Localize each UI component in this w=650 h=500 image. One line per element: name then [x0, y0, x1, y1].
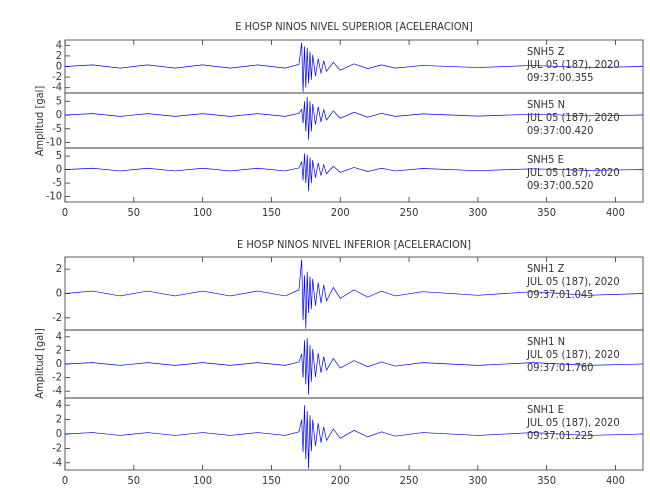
chart-title: E HOSP NINOS NIVEL SUPERIOR [ACELERACION… — [235, 20, 473, 33]
station-label: SNH1 Z — [527, 262, 565, 275]
x-tick-label: 150 — [262, 474, 281, 487]
y-axis-label: Amplitud [gal] — [33, 328, 46, 399]
x-tick-label: 250 — [400, 474, 419, 487]
x-tick-label: 200 — [331, 206, 350, 219]
waveform — [64, 97, 644, 140]
date-label: JUL 05 (187), 2020 — [526, 166, 620, 179]
waveform — [64, 153, 644, 192]
x-tick-label: 400 — [606, 474, 625, 487]
waveform — [64, 338, 644, 395]
y-tick-label: 4 — [56, 398, 62, 411]
date-label: JUL 05 (187), 2020 — [526, 275, 620, 288]
chart-title: E HOSP NINOS NIVEL INFERIOR [ACELERACION… — [237, 238, 471, 251]
y-tick-label: -10 — [46, 190, 62, 203]
y-axis-label: Amplitud [gal] — [33, 86, 46, 157]
y-tick-label: -5 — [52, 176, 62, 189]
x-tick-label: 350 — [537, 206, 556, 219]
station-label: SNH1 E — [527, 403, 564, 416]
y-tick-label: -2 — [52, 371, 62, 384]
y-tick-label: -5 — [52, 122, 62, 135]
x-tick-label: 50 — [128, 474, 141, 487]
time-label: 09:37:00.520 — [527, 179, 593, 192]
x-tick-label: 100 — [193, 474, 212, 487]
x-tick-label: 100 — [193, 206, 212, 219]
x-tick-label: 50 — [128, 206, 141, 219]
x-tick-label: 250 — [400, 206, 419, 219]
y-tick-label: -10 — [46, 136, 62, 149]
time-label: 09:37:01.045 — [527, 288, 593, 301]
x-tick-label: 400 — [606, 206, 625, 219]
y-tick-label: 0 — [56, 427, 62, 440]
station-label: SNH5 N — [527, 98, 565, 111]
station-label: SNH5 E — [527, 153, 564, 166]
y-tick-label: 4 — [56, 330, 62, 343]
y-tick-label: -4 — [52, 456, 62, 469]
waveform — [64, 42, 644, 92]
x-tick-label: 300 — [468, 206, 487, 219]
time-label: 09:37:01.225 — [527, 429, 593, 442]
y-tick-label: 5 — [56, 149, 62, 162]
y-tick-label: 4 — [56, 38, 62, 51]
time-label: 09:37:01.760 — [527, 361, 593, 374]
y-tick-label: 2 — [56, 49, 62, 62]
x-tick-label: 0 — [62, 474, 68, 487]
x-tick-label: 350 — [537, 474, 556, 487]
date-label: JUL 05 (187), 2020 — [526, 416, 620, 429]
y-tick-label: 2 — [56, 343, 62, 356]
panel-frame — [64, 147, 644, 203]
x-tick-label: 300 — [468, 474, 487, 487]
y-tick-label: 0 — [56, 60, 62, 73]
x-tick-label: 150 — [262, 206, 281, 219]
time-label: 09:37:00.420 — [527, 124, 593, 137]
y-tick-label: 2 — [56, 262, 62, 275]
y-tick-label: -4 — [52, 81, 62, 94]
date-label: JUL 05 (187), 2020 — [526, 348, 620, 361]
date-label: JUL 05 (187), 2020 — [526, 111, 620, 124]
waveform — [64, 405, 644, 469]
station-label: SNH1 N — [527, 335, 565, 348]
y-tick-label: 2 — [56, 413, 62, 426]
y-tick-label: -2 — [52, 441, 62, 454]
y-tick-label: -2 — [52, 70, 62, 83]
waveform — [64, 259, 644, 329]
date-label: JUL 05 (187), 2020 — [526, 58, 620, 71]
x-tick-label: 0 — [62, 206, 68, 219]
y-tick-label: -4 — [52, 384, 62, 397]
y-tick-label: 5 — [56, 94, 62, 107]
y-tick-label: 0 — [56, 163, 62, 176]
y-tick-label: 0 — [56, 357, 62, 370]
y-tick-label: 0 — [56, 287, 62, 300]
time-label: 09:37:00.355 — [527, 71, 593, 84]
station-label: SNH5 Z — [527, 45, 565, 58]
y-tick-label: 0 — [56, 108, 62, 121]
x-tick-label: 200 — [331, 474, 350, 487]
y-tick-label: -2 — [52, 311, 62, 324]
